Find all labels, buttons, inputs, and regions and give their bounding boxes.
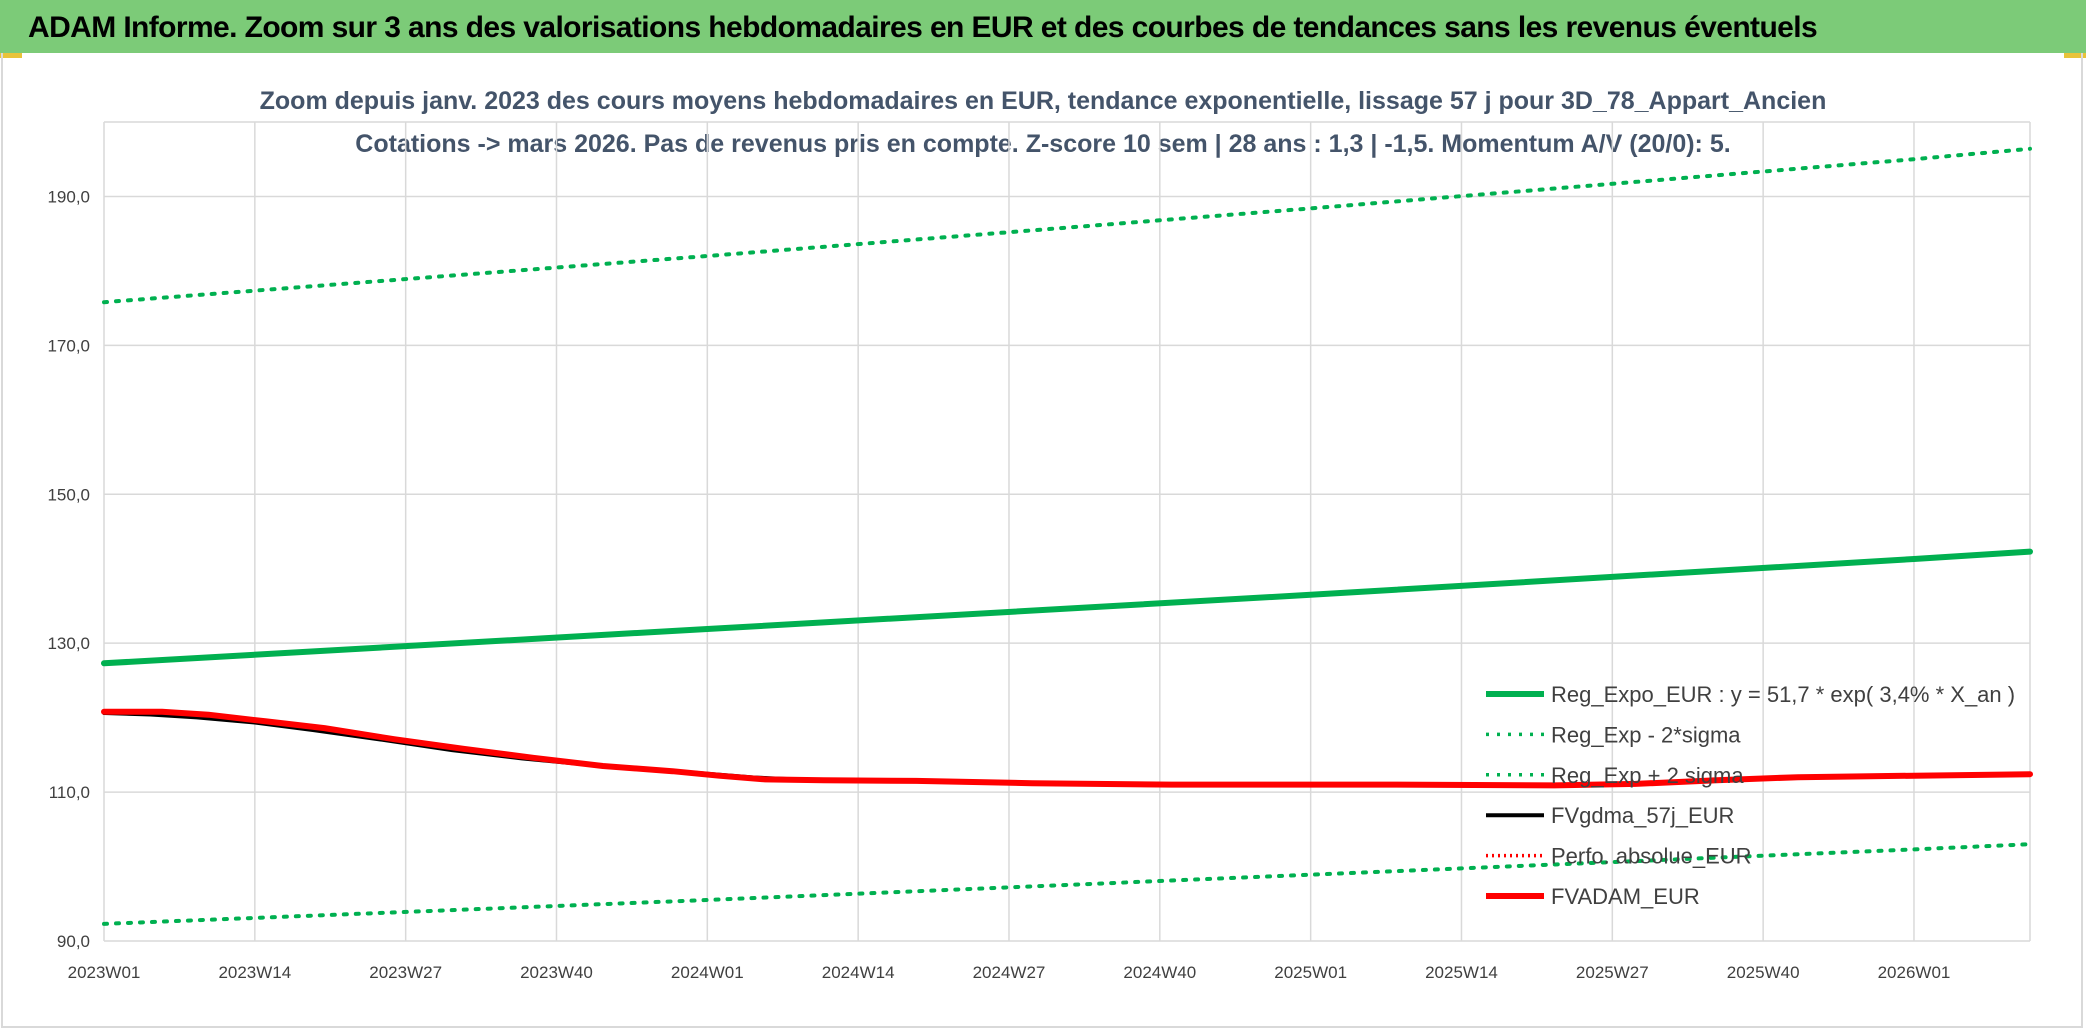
header-corner-accent-right: [2064, 53, 2086, 58]
legend-label-5: FVADAM_EUR: [1551, 884, 1700, 909]
x-tick-label: 2026W01: [1878, 963, 1951, 982]
y-tick-label: 110,0: [49, 783, 90, 802]
series-line-5: [101, 708, 2033, 789]
vertical-gridlines: [103, 122, 2031, 941]
x-tick-label: 2025W40: [1727, 963, 1800, 982]
x-tick-label: 2023W27: [369, 963, 442, 982]
series-line-2: [102, 146, 2032, 305]
y-tick-label: 150,0: [47, 485, 90, 504]
x-tick-label: 2025W27: [1576, 963, 1649, 982]
horizontal-gridlines: [104, 121, 2030, 942]
x-tick-label: 2024W40: [1123, 963, 1196, 982]
y-tick-label: 90,0: [57, 932, 90, 951]
legend-label-4: Perfo. absolue_EUR: [1551, 844, 1752, 869]
x-axis-ticks: 2023W01 2023W14 2023W27 2023W40 2024W01 2024W…: [68, 963, 1951, 982]
series-layer: [101, 146, 2033, 926]
y-axis-ticks: 90,0 110,0 130,0 150,0 170,0 190,0: [47, 187, 90, 951]
legend-label-3: FVgdma_57j_EUR: [1551, 803, 1734, 828]
report-header-title: ADAM Informe. Zoom sur 3 ans des valoris…: [0, 0, 2086, 53]
x-tick-label: 2023W14: [218, 963, 291, 982]
x-tick-label: 2024W01: [671, 963, 744, 982]
series-line-1: [102, 842, 2032, 926]
x-tick-label: 2023W01: [68, 963, 141, 982]
y-tick-label: 130,0: [47, 634, 90, 653]
legend: Reg_Expo_EUR : y = 51,7 * exp( 3,4% * X_…: [1486, 682, 2015, 909]
chart-subtitle: Cotations -> mars 2026. Pas de revenus p…: [355, 130, 1730, 158]
legend-label-2: Reg_Exp + 2 sigma: [1551, 763, 1744, 788]
legend-label-0: Reg_Expo_EUR : y = 51,7 * exp( 3,4% * X_…: [1551, 682, 2015, 707]
x-tick-label: 2023W40: [520, 963, 593, 982]
legend-label-1: Reg_Exp - 2*sigma: [1551, 722, 1741, 747]
x-tick-label: 2024W27: [973, 963, 1046, 982]
chart-frame: [1, 53, 2083, 1028]
x-tick-label: 2025W14: [1425, 963, 1498, 982]
x-tick-label: 2025W01: [1274, 963, 1347, 982]
series-line-0: [101, 548, 2033, 667]
y-tick-label: 170,0: [47, 336, 90, 355]
y-tick-label: 190,0: [47, 187, 90, 206]
x-tick-label: 2024W14: [822, 963, 895, 982]
chart-title: Zoom depuis janv. 2023 des cours moyens …: [260, 87, 1827, 115]
header-corner-accent-left: [0, 53, 22, 58]
